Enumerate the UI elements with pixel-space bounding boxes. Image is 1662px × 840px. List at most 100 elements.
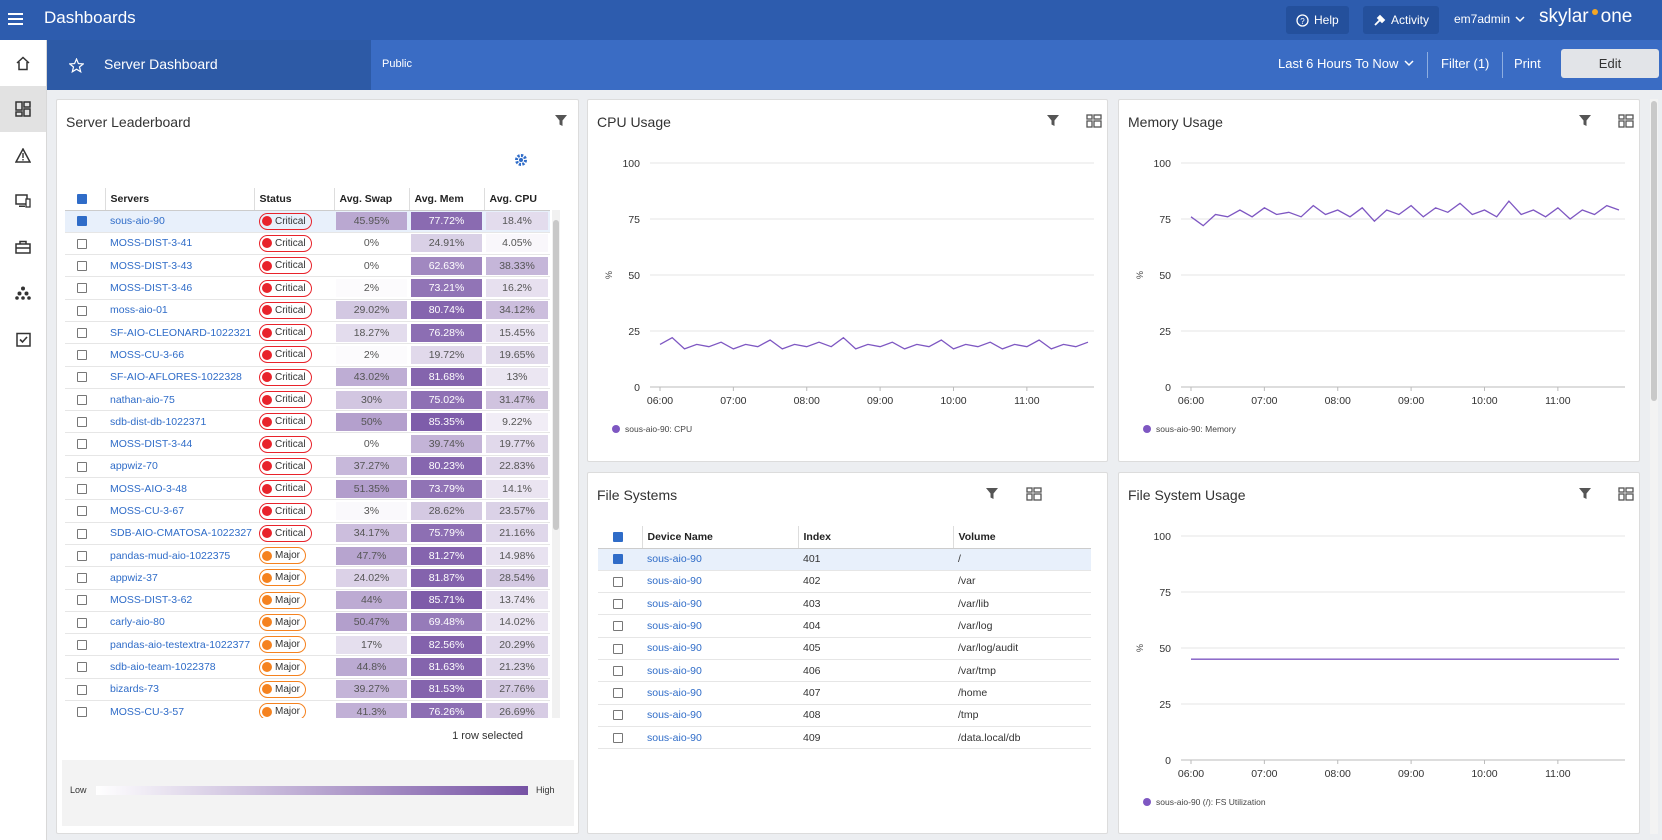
help-button[interactable]: ? Help [1286,6,1349,34]
filter-button[interactable]: Filter (1) [1441,56,1489,71]
table-row[interactable]: SF-AIO-AFLORES-1022328Critical43.02%81.6… [65,366,550,388]
table-row[interactable]: sous-aio-90402/var [598,570,1091,592]
row-checkbox[interactable] [77,239,87,249]
row-checkbox[interactable] [77,350,87,360]
device-name[interactable]: sous-aio-90 [642,726,798,748]
column-header[interactable]: Index [798,526,953,548]
server-name[interactable]: sdb-aio-team-1022378 [105,656,254,678]
row-checkbox[interactable] [77,685,87,695]
table-row[interactable]: bizards-73Major39.27%81.53%27.76% [65,678,550,700]
row-checkbox[interactable] [77,484,87,494]
row-checkbox[interactable] [77,395,87,405]
device-name[interactable]: sous-aio-90 [642,615,798,637]
table-row[interactable]: appwiz-37Major24.02%81.87%28.54% [65,567,550,589]
row-checkbox[interactable] [77,618,87,628]
table-row[interactable]: MOSS-AIO-3-48Critical51.35%73.79%14.1% [65,478,550,500]
menu-icon[interactable] [8,12,23,26]
device-name[interactable]: sous-aio-90 [642,637,798,659]
table-row[interactable]: sdb-dist-db-1022371Critical50%85.35%9.22… [65,411,550,433]
table-row[interactable]: sdb-aio-team-1022378Major44.8%81.63%21.2… [65,656,550,678]
table-row[interactable]: MOSS-DIST-3-46Critical2%73.21%16.2% [65,277,550,299]
table-row[interactable]: sous-aio-90407/home [598,682,1091,704]
server-name[interactable]: MOSS-DIST-3-41 [105,232,254,254]
column-header[interactable]: Servers [105,188,254,210]
legend-marker[interactable] [612,425,620,433]
server-name[interactable]: sous-aio-90 [105,210,254,232]
table-row[interactable]: MOSS-CU-3-67Critical3%28.62%23.57% [65,500,550,522]
settings-icon[interactable] [514,153,528,167]
server-name[interactable]: MOSS-CU-3-66 [105,344,254,366]
row-checkbox[interactable] [77,417,87,427]
nav-topology[interactable] [0,270,46,316]
row-checkbox[interactable] [77,551,87,561]
nav-events[interactable] [0,132,46,178]
table-row[interactable]: sous-aio-90404/var/log [598,615,1091,637]
table-row[interactable]: moss-aio-01Critical29.02%80.74%34.12% [65,299,550,321]
row-checkbox[interactable] [77,283,87,293]
select-all-checkbox[interactable] [77,194,87,204]
row-checkbox[interactable] [613,599,623,609]
server-name[interactable]: MOSS-DIST-3-43 [105,255,254,277]
server-name[interactable]: MOSS-CU-3-67 [105,500,254,522]
server-name[interactable]: SF-AIO-CLEONARD-1022321 [105,321,254,343]
server-name[interactable]: MOSS-DIST-3-46 [105,277,254,299]
scrollbar-track[interactable] [552,210,560,718]
select-all-checkbox[interactable] [613,532,623,542]
table-row[interactable]: sous-aio-90408/tmp [598,704,1091,726]
column-header[interactable]: Avg. Swap [334,188,409,210]
table-row[interactable]: sous-aio-90406/var/tmp [598,659,1091,681]
server-name[interactable]: pandas-mud-aio-1022375 [105,544,254,566]
server-name[interactable]: MOSS-DIST-3-44 [105,433,254,455]
server-name[interactable]: SF-AIO-AFLORES-1022328 [105,366,254,388]
table-row[interactable]: pandas-mud-aio-1022375Major47.7%81.27%14… [65,544,550,566]
table-row[interactable]: appwiz-70Critical37.27%80.23%22.83% [65,455,550,477]
server-name[interactable]: moss-aio-01 [105,299,254,321]
row-checkbox[interactable] [77,506,87,516]
legend-label[interactable]: sous-aio-90: Memory [1156,424,1237,434]
favorite-star[interactable] [69,58,84,73]
row-checkbox[interactable] [77,328,87,338]
table-row[interactable]: SDB-AIO-CMATOSA-1022327Critical34.17%75.… [65,522,550,544]
table-row[interactable]: MOSS-DIST-3-43Critical0%62.63%38.33% [65,255,550,277]
table-row[interactable]: sous-aio-90405/var/log/audit [598,637,1091,659]
row-checkbox[interactable] [77,372,87,382]
row-checkbox[interactable] [77,529,87,539]
device-name[interactable]: sous-aio-90 [642,682,798,704]
filter-icon[interactable] [985,487,999,501]
server-name[interactable]: appwiz-70 [105,455,254,477]
server-name[interactable]: MOSS-AIO-3-48 [105,478,254,500]
table-row[interactable]: sous-aio-90403/var/lib [598,593,1091,615]
device-name[interactable]: sous-aio-90 [642,570,798,592]
row-checkbox[interactable] [77,306,87,316]
nav-dashboards[interactable] [0,86,46,132]
table-row[interactable]: MOSS-CU-3-57Major41.3%76.26%26.69% [65,701,550,718]
device-name[interactable]: sous-aio-90 [642,659,798,681]
table-row[interactable]: MOSS-DIST-3-41Critical0%24.91%4.05% [65,232,550,254]
row-checkbox[interactable] [77,439,87,449]
row-checkbox[interactable] [613,688,623,698]
device-name[interactable]: sous-aio-90 [642,704,798,726]
row-checkbox[interactable] [77,662,87,672]
server-name[interactable]: carly-aio-80 [105,611,254,633]
server-name[interactable]: MOSS-CU-3-57 [105,701,254,718]
table-row[interactable]: sous-aio-90401/ [598,548,1091,570]
activity-button[interactable]: Activity [1363,6,1439,34]
server-name[interactable]: SDB-AIO-CMATOSA-1022327 [105,522,254,544]
user-menu[interactable]: em7admin [1454,12,1525,26]
row-checkbox[interactable] [77,707,87,717]
row-checkbox[interactable] [77,573,87,583]
table-row[interactable]: MOSS-DIST-3-44Critical0%39.74%19.77% [65,433,550,455]
legend-marker[interactable] [1143,425,1151,433]
row-checkbox[interactable] [77,462,87,472]
table-row[interactable]: MOSS-CU-3-66Critical2%19.72%19.65% [65,344,550,366]
server-name[interactable]: MOSS-DIST-3-62 [105,589,254,611]
row-checkbox[interactable] [77,261,87,271]
table-row[interactable]: pandas-aio-testextra-1022377Major17%82.5… [65,634,550,656]
table-row[interactable]: SF-AIO-CLEONARD-1022321Critical18.27%76.… [65,321,550,343]
row-checkbox[interactable] [613,644,623,654]
view-icon[interactable] [1026,487,1042,501]
column-header[interactable]: Avg. CPU [484,188,550,210]
row-checkbox[interactable] [77,595,87,605]
nav-toolbox[interactable] [0,224,46,270]
time-range[interactable]: Last 6 Hours To Now [1278,56,1414,71]
